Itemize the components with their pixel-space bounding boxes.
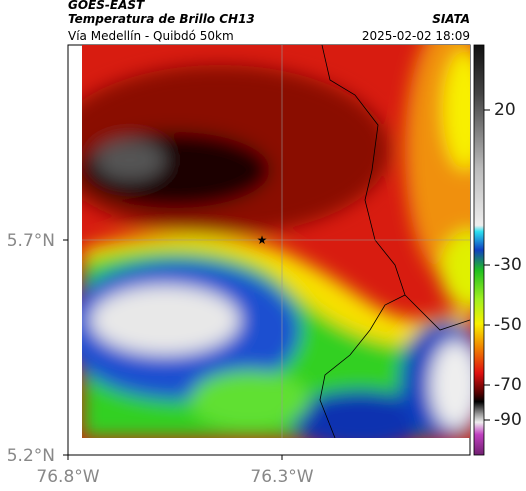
source: GOES-EAST — [68, 0, 145, 12]
colorbar-tick-label: -70 — [494, 375, 522, 395]
colorbar-tick-label: 20 — [494, 100, 516, 120]
colorbar-tick-label: -50 — [494, 315, 522, 335]
y-tick-label: 5.2°N — [7, 446, 55, 466]
colorbar-tick-label: -30 — [494, 255, 522, 275]
map-image: ★ — [82, 45, 470, 438]
y-tick-label: 5.7°N — [7, 231, 55, 251]
datetime: 2025-02-02 18:09 — [362, 29, 470, 43]
x-tick-label: 76.3°W — [250, 467, 313, 487]
colorbar-tick-label: -90 — [494, 410, 522, 430]
svg-text:★: ★ — [257, 233, 268, 247]
subtitle: Vía Medellín - Quibdó 50km — [68, 29, 234, 43]
x-tick-label: 76.8°W — [36, 467, 99, 487]
colorbar — [473, 44, 485, 456]
title: Temperatura de Brillo CH13 — [68, 12, 255, 26]
agency: SIATA — [432, 12, 470, 26]
